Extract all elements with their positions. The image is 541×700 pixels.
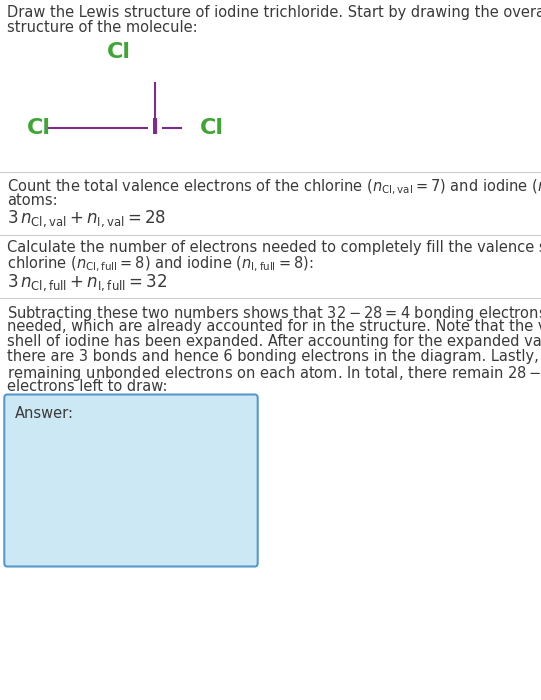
Text: Cl: Cl (27, 118, 51, 138)
Text: I: I (151, 118, 159, 138)
Text: Cl: Cl (38, 480, 62, 500)
Text: Cl: Cl (200, 118, 224, 138)
Text: Count the total valence electrons of the chlorine ($n_{\mathrm{Cl,val}} = 7$) an: Count the total valence electrons of the… (7, 178, 541, 197)
Text: structure of the molecule:: structure of the molecule: (7, 20, 197, 35)
Text: there are 3 bonds and hence 6 bonding electrons in the diagram. Lastly, fill in : there are 3 bonds and hence 6 bonding el… (7, 349, 541, 364)
Text: remaining unbonded electrons on each atom. In total, there remain $28 - 6 = 22$: remaining unbonded electrons on each ato… (7, 364, 541, 383)
Text: $3\,n_{\mathrm{Cl,val}} + n_{\mathrm{I,val}} = 28$: $3\,n_{\mathrm{Cl,val}} + n_{\mathrm{I,v… (7, 208, 166, 229)
Text: shell of iodine has been expanded. After accounting for the expanded valence,: shell of iodine has been expanded. After… (7, 334, 541, 349)
Text: needed, which are already accounted for in the structure. Note that the valence: needed, which are already accounted for … (7, 319, 541, 334)
Text: Draw the Lewis structure of iodine trichloride. Start by drawing the overall: Draw the Lewis structure of iodine trich… (7, 5, 541, 20)
Text: Cl: Cl (107, 412, 131, 432)
Text: I: I (127, 480, 135, 500)
Text: Cl: Cl (107, 42, 131, 62)
Text: electrons left to draw:: electrons left to draw: (7, 379, 168, 394)
Text: atoms:: atoms: (7, 193, 58, 208)
Text: Cl: Cl (196, 480, 220, 500)
Text: chlorine ($n_{\mathrm{Cl,full}} = 8$) and iodine ($n_{\mathrm{I,full}} = 8$):: chlorine ($n_{\mathrm{Cl,full}} = 8$) an… (7, 255, 313, 274)
Text: Subtracting these two numbers shows that $32 - 28 = 4$ bonding electrons are: Subtracting these two numbers shows that… (7, 304, 541, 323)
Text: Answer:: Answer: (15, 406, 74, 421)
Text: $3\,n_{\mathrm{Cl,full}} + n_{\mathrm{I,full}} = 32$: $3\,n_{\mathrm{Cl,full}} + n_{\mathrm{I,… (7, 272, 167, 293)
Text: Calculate the number of electrons needed to completely fill the valence shells f: Calculate the number of electrons needed… (7, 240, 541, 255)
